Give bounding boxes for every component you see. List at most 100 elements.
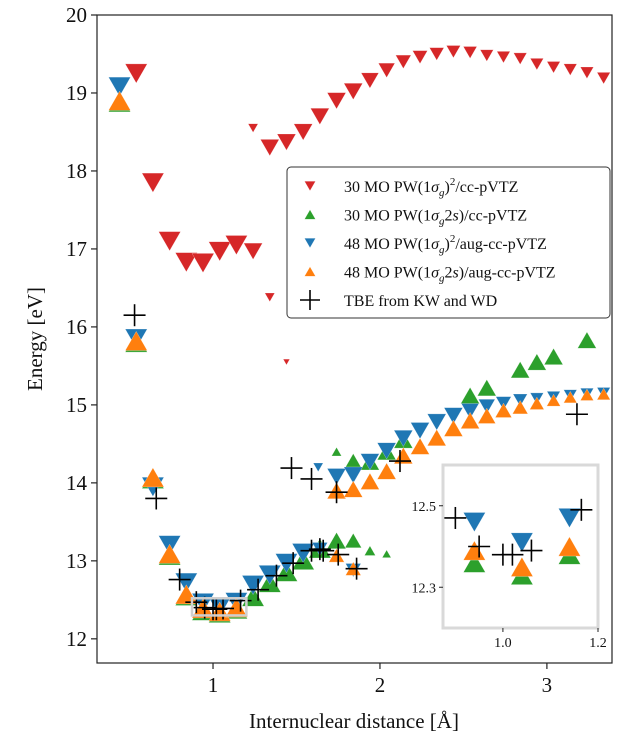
inset-y-tick-label: 12.5 [412,500,437,515]
legend-label: 30 MO PW(1σg)2/cc-pVTZ [344,176,518,199]
legend-item: 30 MO PW(1σg)2/cc-pVTZ [304,176,518,199]
data-point [364,545,376,556]
data-point [308,538,331,561]
data-point [446,45,461,59]
data-point [264,292,276,302]
inset-x-tick-label: 1.2 [589,636,607,651]
legend-item: 30 MO PW(1σg2s)/cc-pVTZ [304,208,527,228]
data-point [427,429,447,446]
series-3 [108,90,611,622]
data-point [280,457,303,480]
legend-label: 30 MO PW(1σg2s)/cc-pVTZ [344,208,527,228]
x-tick-label: 2 [375,673,386,697]
x-tick-label: 1 [208,673,219,697]
data-point [265,564,288,587]
inset-series-2 [463,508,581,553]
data-point [310,108,330,125]
data-point [462,46,478,59]
data-point [596,72,611,85]
data-point [327,543,350,566]
y-tick-label: 13 [66,549,87,573]
data-point [325,481,348,504]
data-point [460,386,480,404]
data-point [145,487,168,510]
y-tick-label: 17 [66,237,87,261]
y-tick-label: 15 [66,393,87,417]
data-point [141,467,165,488]
data-point [343,83,363,100]
inset-data-point [463,552,486,573]
data-point [529,396,545,410]
data-point [513,52,528,65]
data-point [479,49,494,62]
data-point [577,331,597,349]
data-point [282,552,305,575]
data-point [343,466,363,484]
data-point [229,589,252,612]
data-point [208,601,232,622]
y-axis-label: Energy [eV] [23,287,47,391]
data-point [158,231,181,252]
data-point [580,388,594,401]
data-point [580,66,594,79]
legend-marker-icon [304,209,316,220]
data-point [123,304,146,327]
data-point [312,539,335,562]
inset-data-point [444,506,467,529]
inset-data-point [558,508,581,528]
x-tick-label: 3 [542,673,553,697]
data-point [326,532,347,549]
plot-frame [96,14,613,664]
data-point [563,63,578,76]
y-tick-label: 16 [66,315,87,339]
y-tick-label: 19 [66,81,87,105]
data-point [174,252,198,273]
data-point [276,133,297,151]
data-point [185,591,208,614]
inset-zoom-indicator [190,597,248,617]
y-tick-label: 20 [66,3,87,27]
legend-box [286,166,611,319]
legend-marker-icon [300,290,320,310]
legend-marker-icon [304,266,316,277]
data-point [208,241,232,262]
legend-label: 48 MO PW(1σg2s)/aug-cc-pVTZ [344,265,556,285]
data-point [376,442,397,460]
data-point [326,468,347,486]
data-point [344,532,362,548]
legend-item: TBE from KW and WD [300,290,497,310]
inset-data-point [510,556,534,577]
data-point [512,400,529,415]
data-point [343,480,363,498]
data-point [429,47,445,61]
inset-series-4 [444,498,593,566]
data-point [563,390,578,404]
data-point [293,123,313,141]
data-point [565,403,588,426]
data-point [410,437,430,455]
data-point [300,467,323,490]
y-axis-ticks: 12 13 14 15 16 17 18 19 20 [66,3,97,651]
y-tick-label: 14 [66,471,88,495]
inset-plot: 1.0 1.2 12.3 12.5 [412,463,607,651]
data-point [494,402,513,418]
data-point [378,62,396,78]
data-point [443,407,464,425]
legend-item: 48 MO PW(1σg)2/aug-cc-pVTZ [304,233,547,256]
data-point [510,361,530,379]
data-point [124,330,148,351]
inset-data-point [510,532,534,553]
series-0 [124,45,611,366]
inset-data-point [463,512,486,533]
data-point [381,549,392,558]
legend-marker-icon [304,181,316,192]
data-point [395,54,412,69]
data-point [546,393,561,407]
data-point [247,123,259,133]
data-point [225,235,248,256]
data-point [393,447,414,464]
y-tick-label: 18 [66,159,87,183]
series-2 [108,76,611,617]
data-point [108,90,131,111]
